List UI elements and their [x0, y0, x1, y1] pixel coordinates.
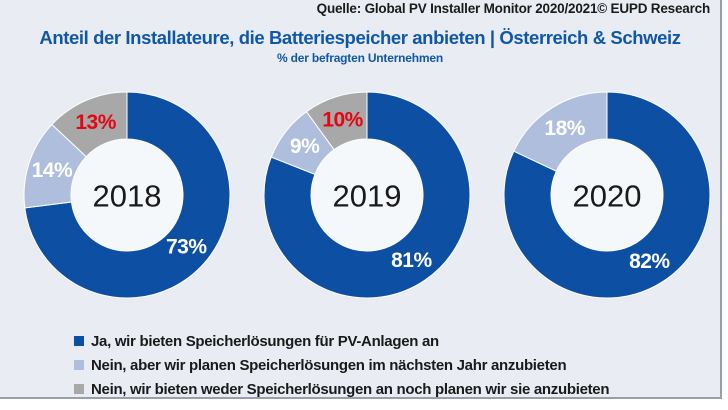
- donut-slice: [513, 91, 608, 172]
- chart-panel: Quelle: Global PV Installer Monitor 2020…: [0, 0, 722, 399]
- slice-label: 10%: [322, 108, 363, 131]
- donut-slice: [263, 91, 471, 299]
- source-credit: Quelle: Global PV Installer Monitor 2020…: [316, 1, 711, 16]
- donut-chart-2019: 81% 9%10% 2019: [263, 91, 471, 299]
- donut-chart-2018: 73% 14% 13% 2018: [23, 91, 231, 299]
- legend: Ja, wir bieten Speicherlösungen für PV-A…: [74, 329, 610, 401]
- legend-item-no: Nein, wir bieten weder Speicherlösungen …: [74, 377, 610, 401]
- donut-slice: [305, 91, 368, 151]
- legend-swatch-yes-icon: [74, 336, 84, 346]
- slice-label: 73%: [166, 236, 207, 259]
- legend-swatch-plan-icon: [74, 360, 84, 370]
- donut-slice: [503, 91, 711, 299]
- donut-year-label: 2020: [573, 179, 642, 214]
- donut-hole: [311, 139, 423, 251]
- slice-label: 14%: [32, 159, 73, 182]
- chart-title: Anteil der Installateure, die Batteriesp…: [39, 27, 681, 48]
- legend-item-yes: Ja, wir bieten Speicherlösungen für PV-A…: [74, 329, 609, 353]
- legend-label-yes: Ja, wir bieten Speicherlösungen für PV-A…: [91, 332, 439, 350]
- chart-subtitle: % der befragten Unternehmen: [277, 51, 443, 65]
- donut-year-label: 2018: [93, 179, 162, 214]
- donut-hole: [71, 139, 183, 251]
- donut-year-label: 2019: [333, 179, 402, 214]
- donut-slice: [51, 91, 128, 158]
- legend-swatch-no-icon: [74, 384, 84, 394]
- slice-label: 18%: [544, 117, 585, 140]
- slice-label: 13%: [75, 111, 116, 134]
- donut-slice: [24, 91, 231, 299]
- donut-chart-2020: 82% 18% 2020: [503, 91, 711, 299]
- slice-label: 81%: [391, 249, 432, 272]
- legend-label-no: Nein, wir bieten weder Speicherlösungen …: [91, 380, 610, 398]
- slice-label: 82%: [629, 250, 670, 273]
- legend-label-plan: Nein, aber wir planen Speicherlösungen i…: [91, 356, 567, 374]
- legend-item-plan: Nein, aber wir planen Speicherlösungen i…: [74, 353, 609, 377]
- donut-hole: [551, 139, 663, 251]
- slice-label: 9%: [290, 135, 320, 158]
